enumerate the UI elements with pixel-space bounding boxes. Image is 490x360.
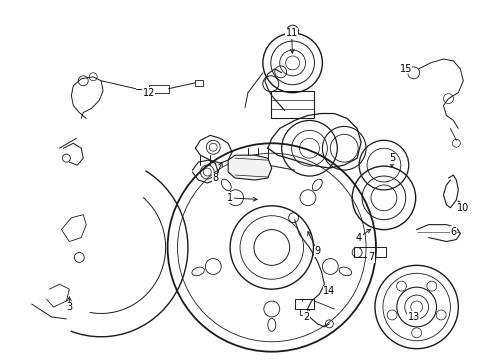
Text: 7: 7 [368,252,374,262]
Bar [271,91,315,118]
Bar [196,80,203,86]
Text: 15: 15 [399,64,412,74]
Text: 2: 2 [303,312,310,322]
Bar [354,247,386,257]
Text: 10: 10 [457,203,469,213]
Text: 1: 1 [227,193,233,203]
Bar [299,309,310,315]
Text: 5: 5 [389,153,395,163]
Text: 12: 12 [143,88,155,98]
Text: 11: 11 [286,28,298,38]
Bar [149,85,169,93]
Text: 4: 4 [356,233,362,243]
Text: 8: 8 [212,173,218,183]
Bar [294,299,315,309]
Text: 3: 3 [66,302,73,312]
Text: 13: 13 [408,312,420,322]
Text: 14: 14 [323,286,336,296]
Text: 6: 6 [450,226,457,237]
Polygon shape [228,155,272,180]
Text: 9: 9 [315,247,320,256]
